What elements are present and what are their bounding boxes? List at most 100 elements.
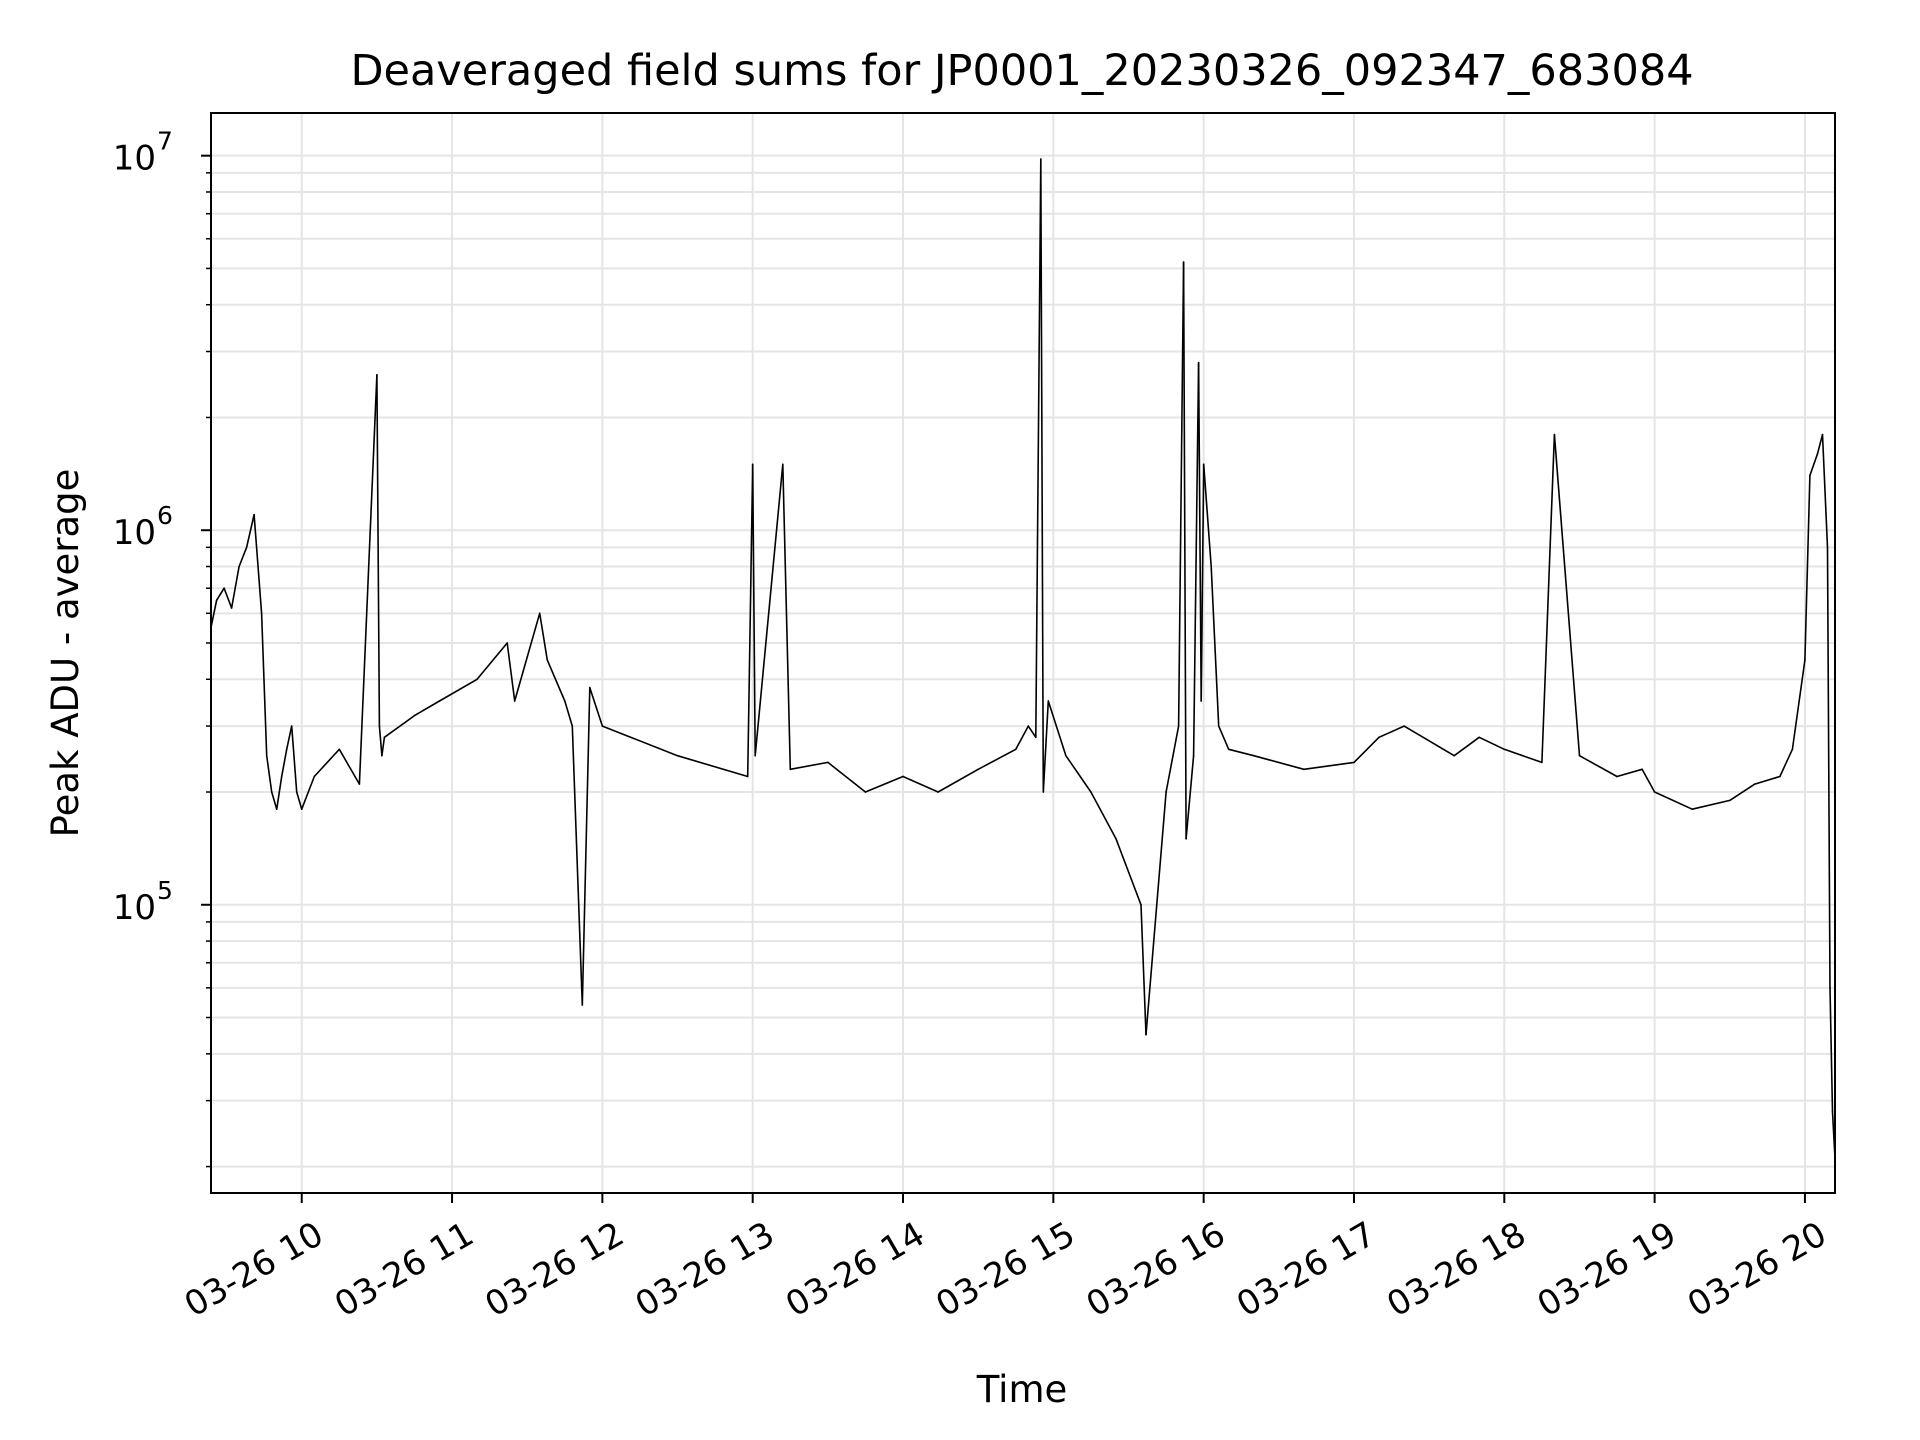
series-line-segment [506, 642, 516, 702]
series-line-segment [588, 686, 604, 727]
x-tick-label: 03-26 18 [1380, 1214, 1532, 1325]
series-line-segment [571, 725, 584, 1006]
series-line-segment [601, 725, 679, 757]
series-line-segment [1553, 433, 1581, 757]
series-line-segment [230, 565, 240, 609]
series-line-segment [223, 587, 233, 609]
series-line-segment [1145, 791, 1167, 1036]
series-line-segment [827, 761, 867, 793]
series-line-segment [1303, 761, 1355, 771]
series-line-segment [1035, 158, 1042, 739]
series-line-segment [1791, 659, 1806, 751]
series-line-segment [1047, 700, 1067, 757]
series-line-segment [563, 700, 574, 727]
series-line-segment [902, 775, 939, 793]
y-tick-label: 10 [113, 139, 156, 179]
series-line-segment [1691, 799, 1731, 811]
series-line-segment [1165, 725, 1180, 793]
series-line-segment [1729, 783, 1756, 802]
series-line-segment [280, 748, 288, 778]
series-line-segment [1042, 700, 1050, 793]
series-line-segment [1754, 775, 1781, 785]
x-tick-label: 03-26 17 [1230, 1214, 1382, 1325]
series-line-segment [1816, 433, 1824, 455]
series-line-segment [285, 725, 293, 751]
series-line-segment [1541, 433, 1556, 764]
series-line-segment [295, 791, 303, 811]
series-line-segment [1090, 791, 1117, 840]
y-tick-exponent: 7 [157, 127, 173, 156]
series-line-segment [1014, 725, 1030, 751]
series-line-segment [338, 748, 361, 785]
series-line-segment [676, 754, 749, 778]
series-line-segment [1227, 748, 1255, 757]
x-tick-label: 03-26 11 [328, 1214, 480, 1325]
x-tick-label: 03-26 10 [178, 1214, 330, 1325]
series-line-segment [746, 463, 754, 778]
series-line-segment [1140, 903, 1147, 1036]
series-line-segment [781, 463, 792, 771]
series-line-segment [381, 736, 386, 757]
series-line-segment [1503, 748, 1543, 764]
series-line-segment [1115, 837, 1142, 906]
series-line-segment [1378, 725, 1405, 739]
plot-frame [210, 112, 1836, 1194]
chart-title: Deaveraged field sums for JP0001_2023032… [350, 46, 1693, 96]
series-line-segment [215, 587, 225, 602]
series-line-segment [1197, 361, 1202, 702]
series-line-segment [1353, 736, 1380, 764]
series-line-segment [1217, 725, 1230, 751]
series-line-segment [1478, 736, 1506, 751]
series-line-segment [438, 678, 478, 702]
plot-background [211, 113, 1835, 1193]
series-line-segment [513, 612, 541, 702]
x-axis-label: Time [976, 1368, 1068, 1411]
x-tick-label: 03-26 12 [478, 1214, 630, 1325]
series-line-segment [1578, 754, 1618, 778]
series-line-segment [1040, 158, 1045, 793]
x-tick-label: 03-26 19 [1531, 1214, 1683, 1325]
series-line-segment [260, 612, 268, 757]
series-line-segment [754, 463, 784, 757]
series-line-segment [238, 546, 248, 568]
series-line-segment [1826, 546, 1831, 989]
series-line-segment [1616, 768, 1643, 778]
x-tick-label: 03-26 15 [929, 1214, 1081, 1325]
y-tick-label: 10 [113, 513, 156, 553]
series-line-segment [1210, 565, 1220, 727]
series-line-segment [751, 463, 757, 757]
series-line-segment [358, 373, 378, 785]
series-line-segment [1185, 754, 1195, 840]
series-line-segment [300, 775, 316, 811]
series-line-segment [1829, 987, 1834, 1113]
series-line-segment [864, 775, 904, 793]
y-axis-label: Peak ADU - average [44, 469, 87, 838]
y-tick-exponent: 6 [157, 501, 173, 530]
series-line-segment [1779, 748, 1794, 778]
x-tick-label: 03-26 16 [1080, 1214, 1232, 1325]
x-tick-label: 03-26 20 [1681, 1214, 1833, 1325]
series-line-segment [245, 513, 255, 549]
series-line-segment [1641, 768, 1656, 793]
series-line-segment [413, 700, 441, 717]
series-line-segment [378, 725, 383, 757]
series-line-segment [1177, 261, 1185, 727]
series-line-segment [1809, 452, 1819, 477]
series-line-segment [1253, 754, 1305, 771]
series-line-segment [1403, 725, 1455, 757]
series-line-segment [538, 612, 549, 661]
series-line-segment [1027, 725, 1037, 739]
series-line-segment [581, 686, 591, 1006]
grid [211, 113, 1835, 1193]
series-line-segment [1653, 791, 1693, 811]
series-line-segment [383, 714, 416, 739]
series-line-segment [1453, 736, 1480, 757]
series-line-segment [265, 754, 273, 793]
series-line-segment [290, 725, 298, 793]
y-tick-exponent: 5 [157, 876, 173, 905]
series-line-segment [275, 775, 283, 811]
series-line-segment [476, 642, 509, 681]
series-line-group [210, 158, 1836, 1160]
series-line-segment [1804, 474, 1811, 661]
